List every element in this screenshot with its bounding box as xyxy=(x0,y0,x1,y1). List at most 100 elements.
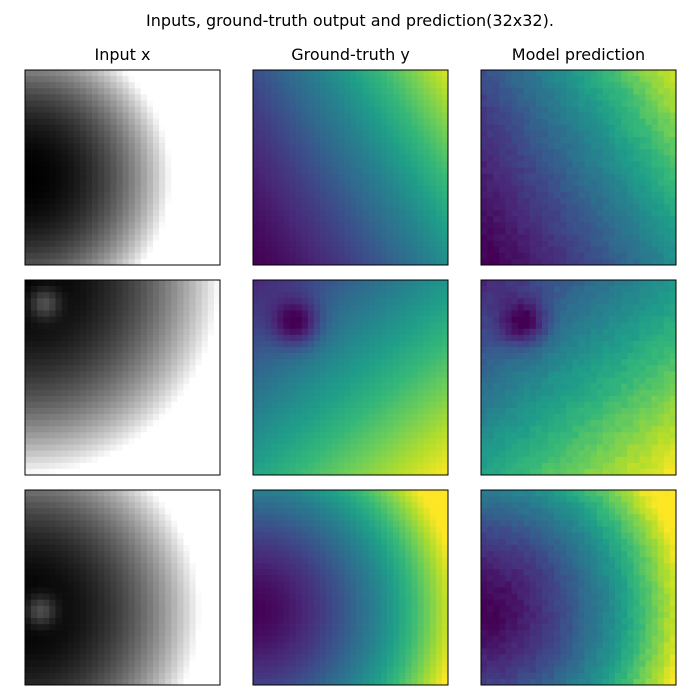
heatmap-cell xyxy=(134,328,142,336)
heatmap-cell xyxy=(116,112,123,120)
heatmap-cell xyxy=(511,161,518,168)
heatmap-cell xyxy=(374,252,382,260)
heatmap-cell xyxy=(387,383,394,391)
heatmap-cell xyxy=(523,240,531,248)
heatmap-cell xyxy=(602,161,610,168)
heatmap-cell xyxy=(159,420,166,427)
heatmap-cell xyxy=(596,179,604,187)
heatmap-cell xyxy=(374,94,382,101)
heatmap-cell xyxy=(669,222,677,229)
heatmap-cell xyxy=(429,130,437,138)
heatmap-cell xyxy=(152,112,160,120)
heatmap-cell xyxy=(259,124,266,132)
heatmap-cell xyxy=(529,204,537,211)
heatmap-cell xyxy=(67,118,75,126)
heatmap-cell xyxy=(128,377,136,384)
heatmap-cell xyxy=(417,240,424,248)
heatmap-cell xyxy=(289,137,296,144)
heatmap-cell xyxy=(128,228,136,235)
heatmap-cell xyxy=(411,246,418,254)
heatmap-cell xyxy=(423,414,431,421)
heatmap-cell xyxy=(338,228,345,235)
heatmap-cell xyxy=(43,432,50,439)
heatmap-cell xyxy=(326,76,333,83)
heatmap-cell xyxy=(195,252,203,260)
heatmap-cell xyxy=(578,70,585,77)
heatmap-cell xyxy=(183,167,190,174)
heatmap-cell xyxy=(271,149,278,156)
heatmap-cell xyxy=(116,100,123,107)
heatmap-cell xyxy=(535,258,543,266)
heatmap-cell xyxy=(295,228,303,235)
heatmap-cell xyxy=(505,185,512,193)
heatmap-cell xyxy=(259,234,266,241)
heatmap-cell xyxy=(374,310,382,317)
heatmap-cell xyxy=(146,179,154,187)
heatmap-cell xyxy=(289,389,296,397)
heatmap-cell xyxy=(639,167,646,174)
heatmap-cell xyxy=(201,252,209,260)
heatmap-cell xyxy=(417,173,424,181)
heatmap-cell xyxy=(67,216,75,223)
heatmap-cell xyxy=(79,280,87,287)
heatmap-cell xyxy=(356,204,364,211)
heatmap-cell xyxy=(140,118,148,126)
heatmap-cell xyxy=(140,322,148,330)
heatmap-cell xyxy=(98,173,105,181)
heatmap-cell xyxy=(523,161,531,168)
heatmap-cell xyxy=(213,316,221,323)
heatmap-cell xyxy=(92,70,99,77)
heatmap-cell xyxy=(104,371,111,378)
heatmap-cell xyxy=(165,462,172,470)
heatmap-cell xyxy=(271,444,278,451)
heatmap-cell xyxy=(73,222,81,229)
heatmap-cell xyxy=(159,389,166,397)
heatmap-cell xyxy=(633,234,640,241)
heatmap-cell xyxy=(441,334,449,342)
heatmap-cell xyxy=(615,155,622,162)
heatmap-cell xyxy=(380,179,388,187)
heatmap-cell xyxy=(633,240,640,248)
heatmap-cell xyxy=(98,298,105,305)
heatmap-cell xyxy=(554,161,561,168)
heatmap-cell xyxy=(67,389,75,397)
heatmap-cell xyxy=(177,401,184,409)
heatmap-cell xyxy=(374,304,382,311)
heatmap-cell xyxy=(165,100,172,107)
heatmap-cell xyxy=(159,322,166,330)
heatmap-cell xyxy=(73,340,81,348)
panel-frame xyxy=(24,69,221,266)
heatmap-cell xyxy=(253,292,260,299)
heatmap-cell xyxy=(493,161,500,168)
heatmap-cell xyxy=(295,82,303,89)
heatmap-cell xyxy=(213,383,221,391)
heatmap-cell xyxy=(429,234,437,241)
heatmap-cell xyxy=(140,70,148,77)
heatmap-cell xyxy=(271,371,278,378)
heatmap-cell xyxy=(79,94,87,101)
heatmap-cell xyxy=(645,197,652,205)
heatmap-cell xyxy=(517,210,524,217)
heatmap-cell xyxy=(344,310,351,317)
heatmap-cell xyxy=(122,371,129,378)
heatmap-cell xyxy=(633,246,640,254)
heatmap-cell xyxy=(307,322,315,330)
heatmap-cell xyxy=(37,149,44,156)
heatmap-cell xyxy=(61,298,68,305)
heatmap-cell xyxy=(67,100,75,107)
heatmap-cell xyxy=(265,246,272,254)
heatmap-cell xyxy=(110,167,117,174)
heatmap-cell xyxy=(122,462,129,470)
heatmap-cell xyxy=(49,197,56,205)
heatmap-cell xyxy=(104,191,111,199)
heatmap-cell xyxy=(380,155,388,162)
heatmap-cell xyxy=(541,137,549,144)
heatmap-cell xyxy=(411,365,418,372)
heatmap-cell xyxy=(49,191,56,199)
heatmap-cell xyxy=(104,334,111,342)
heatmap-cell xyxy=(253,222,260,229)
heatmap-cell xyxy=(350,216,357,223)
heatmap-cell xyxy=(584,234,592,241)
heatmap-cell xyxy=(441,234,449,241)
heatmap-cell xyxy=(110,292,117,299)
